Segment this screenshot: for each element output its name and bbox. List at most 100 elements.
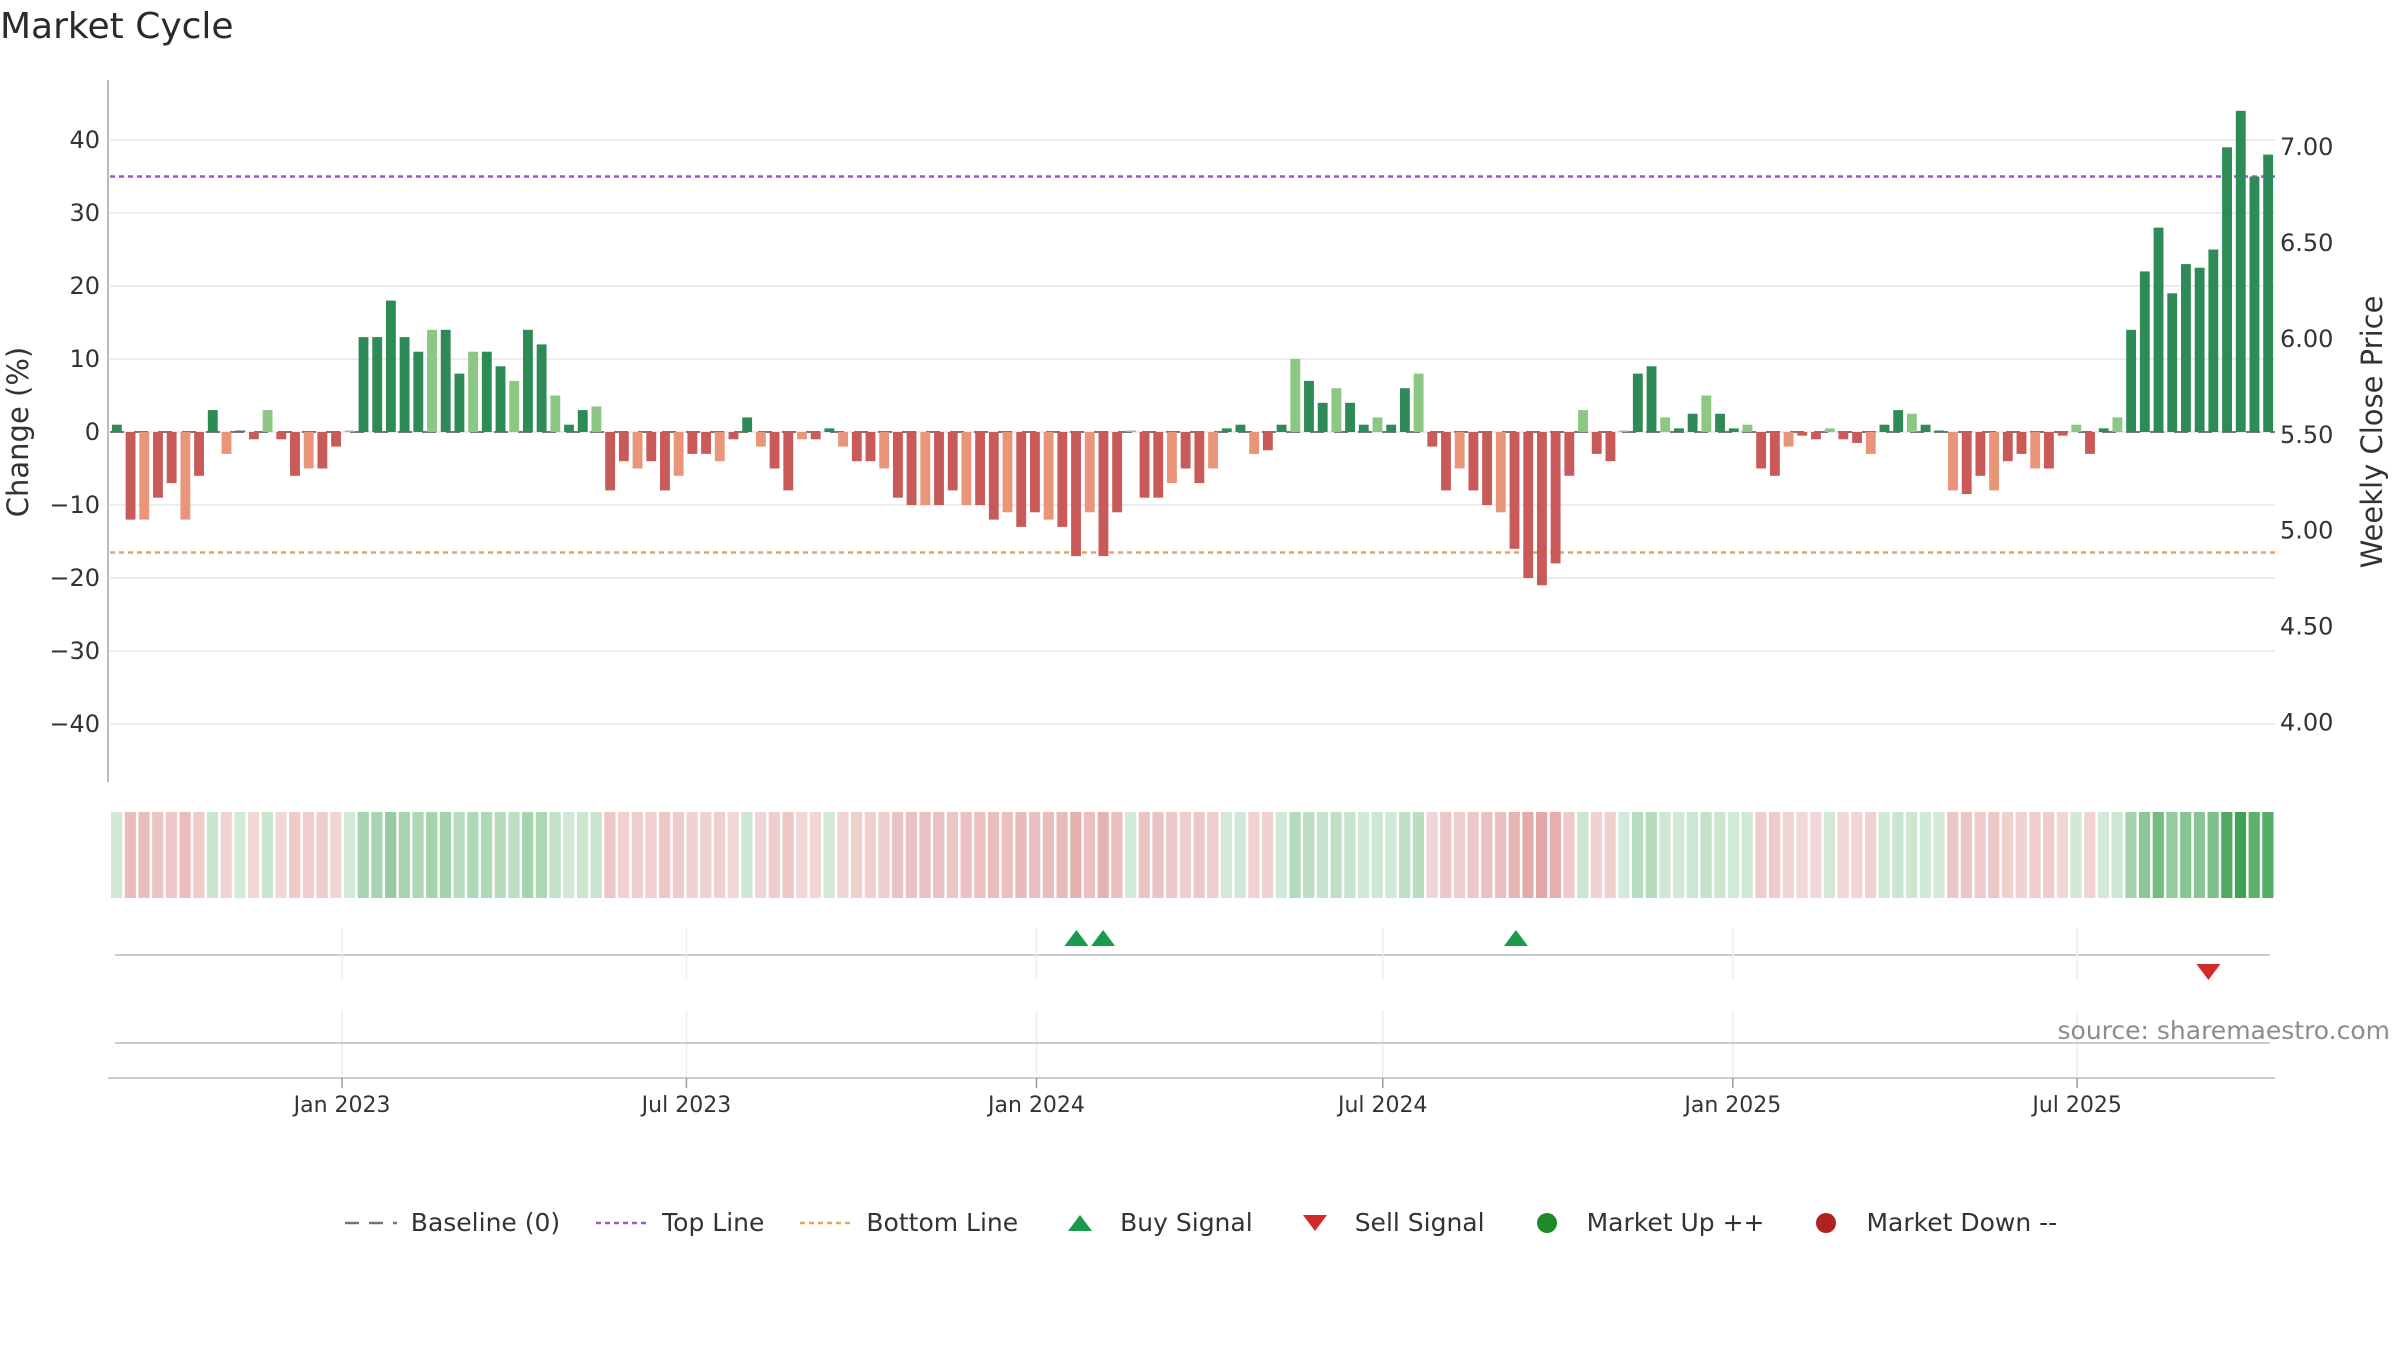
change-bar: [2071, 424, 2082, 432]
change-bar: [303, 432, 314, 469]
heat-cell: [289, 812, 301, 898]
signal-panel: [115, 928, 2270, 980]
heat-cell: [1906, 812, 1918, 898]
change-bar: [1057, 432, 1068, 527]
change-bar: [2153, 227, 2164, 432]
change-bar: [111, 424, 122, 432]
heat-cell: [837, 812, 849, 898]
heat-cell: [1631, 812, 1644, 898]
change-bar: [1413, 373, 1424, 432]
change-bar: [851, 432, 862, 462]
change-bar: [1632, 373, 1643, 432]
change-bar: [2222, 147, 2232, 433]
heat-cell: [1796, 812, 1808, 898]
change-bar: [1591, 432, 1602, 454]
heat-cell: [1015, 812, 1027, 898]
triangle-down-icon: [1287, 1211, 1343, 1235]
heat-cell: [631, 812, 643, 898]
change-bar: [495, 366, 506, 432]
y-axis-ticks: 40 30 20 10 0 −10 −20 −30 −40: [49, 126, 100, 738]
change-bar: [1016, 432, 1027, 527]
x-tick-label: Jul 2023: [640, 1093, 732, 1118]
change-bar: [1578, 410, 1588, 432]
heat-cell: [1371, 812, 1383, 898]
change-bar: [1153, 432, 1164, 498]
change-bar: [1756, 432, 1767, 469]
change-bar: [591, 406, 602, 432]
change-bar: [1660, 417, 1671, 432]
heat-cell: [2043, 812, 2055, 898]
heat-cell: [2015, 812, 2027, 898]
heat-cell: [2056, 812, 2068, 898]
y-tick-label: −20: [49, 564, 100, 592]
heat-cell: [522, 812, 534, 898]
change-bar: [797, 432, 807, 440]
change-bar: [1029, 432, 1040, 513]
heat-cell: [1494, 812, 1507, 898]
change-bar: [331, 432, 342, 447]
heat-cell: [1810, 812, 1822, 898]
change-bar: [1399, 388, 1410, 432]
heatmap-strip: [111, 812, 2274, 898]
change-bar: [1961, 432, 1972, 495]
heat-cell: [1782, 812, 1794, 898]
heat-cell: [672, 812, 685, 898]
heat-cell: [796, 812, 808, 898]
heat-cell: [1714, 812, 1726, 898]
buy-signal-marker: [1064, 930, 1089, 946]
change-bar: [564, 424, 574, 432]
heat-cell: [1769, 812, 1781, 898]
change-bar: [1427, 432, 1438, 447]
change-bar: [317, 432, 328, 469]
heat-cell: [1974, 812, 1986, 898]
change-bar: [1893, 410, 1904, 432]
change-bar: [1468, 432, 1479, 491]
heat-cell: [1316, 812, 1329, 898]
heat-cell: [1590, 812, 1603, 898]
heat-cell: [535, 812, 547, 898]
heat-cell: [1604, 812, 1616, 898]
change-bar: [824, 428, 835, 432]
y-tick-label: 40: [69, 126, 100, 154]
heat-cell: [2001, 812, 2014, 898]
change-bar: [1742, 424, 1753, 432]
heat-cell: [124, 812, 136, 898]
legend-item-baseline: Baseline (0): [343, 1208, 560, 1237]
circle-green-icon: [1519, 1211, 1575, 1235]
y-tick-label: 30: [69, 199, 100, 227]
change-bar: [1948, 432, 1958, 491]
change-bar: [1975, 432, 1986, 476]
change-bar: [934, 432, 944, 505]
change-bar: [2085, 432, 2095, 454]
heat-cell: [933, 812, 945, 898]
legend-label: Sell Signal: [1354, 1208, 1485, 1237]
change-bar: [1879, 424, 1890, 432]
y-tick-label: 20: [69, 272, 100, 300]
heat-cell: [165, 812, 178, 898]
change-bar: [1495, 432, 1506, 513]
change-bar: [2030, 432, 2041, 469]
legend-label: Market Down --: [1866, 1208, 2058, 1237]
heat-cell: [1864, 812, 1877, 898]
y2-axis-ticks: 7.00 6.50 6.00 5.50 5.00 4.50 4.00: [2280, 133, 2333, 736]
heat-cell: [1618, 812, 1630, 898]
y2-tick-label: 5.00: [2280, 517, 2333, 545]
change-bar: [248, 432, 259, 440]
change-bar: [1920, 424, 1931, 432]
change-bar: [1235, 424, 1246, 432]
heat-cell: [2097, 812, 2110, 898]
heat-cell: [1508, 812, 1520, 898]
change-bar: [879, 432, 890, 469]
change-bar: [1797, 432, 1808, 436]
heat-cell: [494, 812, 506, 898]
change-bars: [111, 110, 2274, 586]
change-bar: [536, 344, 547, 432]
change-bar: [440, 329, 451, 432]
heat-cell: [1440, 812, 1452, 898]
change-bar: [1276, 424, 1287, 432]
heat-cell: [1303, 812, 1315, 898]
change-bar: [358, 337, 369, 432]
change-bar: [906, 432, 917, 505]
change-bar: [2208, 249, 2219, 432]
change-bar: [687, 432, 698, 454]
